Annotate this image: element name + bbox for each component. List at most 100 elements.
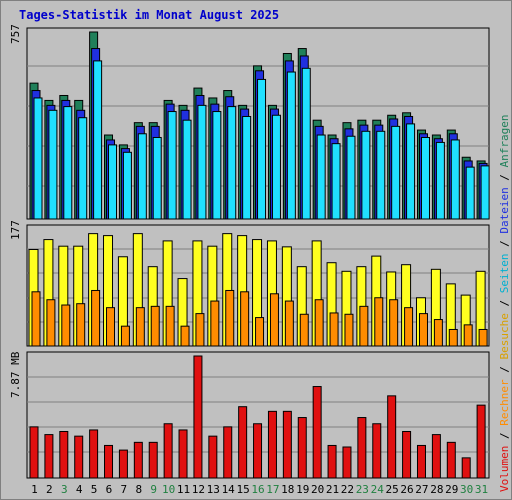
bar-rechner (61, 304, 71, 347)
x-tick-label: 6 (106, 483, 113, 496)
x-tick-label: 29 (445, 483, 458, 496)
bar-rechner (46, 299, 56, 347)
bar-seiten (212, 111, 222, 220)
legend-anfragen: Anfragen (498, 114, 511, 168)
bar-volumen (89, 429, 99, 479)
bar-seiten (122, 151, 132, 220)
bar-seiten (346, 135, 356, 220)
bar-seiten (197, 104, 207, 220)
x-tick-label: 1 (31, 483, 38, 496)
legend-volumen: Volumen (498, 445, 511, 492)
x-tick-label: 4 (76, 483, 83, 496)
legend-besuche: Besuche (498, 313, 511, 360)
x-tick-label: 31 (475, 483, 488, 496)
bar-seiten (33, 97, 43, 220)
x-tick-label: 5 (91, 483, 98, 496)
bar-volumen (59, 430, 69, 479)
bar-volumen (104, 444, 114, 479)
bar-volumen (74, 435, 84, 479)
bar-rechner (210, 300, 220, 347)
bar-rechner (225, 289, 235, 347)
bar-volumen (44, 434, 54, 479)
bar-seiten (480, 165, 490, 220)
bar-volumen (148, 441, 158, 479)
bar-rechner (463, 324, 473, 347)
bar-volumen (133, 441, 143, 479)
x-tick-label: 20 (311, 483, 324, 496)
bar-rechner (180, 325, 190, 347)
bar-volumen (431, 434, 441, 479)
chart-title: Tages-Statistik im Monat August 2025 (19, 8, 280, 22)
legend-sep: / (498, 293, 511, 314)
x-tick-label: 17 (266, 483, 279, 496)
x-tick-label: 12 (192, 483, 205, 496)
bar-rechner (76, 303, 86, 347)
bar-seiten (465, 166, 475, 220)
x-tick-label: 21 (326, 483, 339, 496)
bar-seiten (301, 67, 311, 220)
bar-volumen (476, 404, 486, 479)
bar-rechner (374, 297, 384, 347)
x-tick-label: 7 (121, 483, 128, 496)
x-tick-label: 2 (46, 483, 53, 496)
bar-volumen (416, 444, 426, 479)
bar-rechner (448, 328, 458, 347)
legend-sep: / (498, 425, 511, 446)
bar-volumen (163, 423, 173, 479)
bar-seiten (63, 106, 73, 220)
bar-seiten (137, 133, 147, 220)
x-tick-label: 14 (222, 483, 236, 496)
x-tick-label: 11 (177, 483, 190, 496)
legend-sep: / (498, 359, 511, 380)
x-tick-label: 10 (162, 483, 175, 496)
bar-rechner (299, 313, 309, 347)
bar-rechner (106, 307, 116, 347)
x-tick-label: 23 (356, 483, 369, 496)
legend-sep: / (498, 167, 511, 188)
bar-seiten (406, 123, 416, 220)
bar-volumen (402, 430, 412, 479)
bar-rechner (269, 293, 279, 347)
bar-volumen (193, 355, 203, 479)
legend-seiten: Seiten (498, 253, 511, 294)
x-tick-label: 3 (61, 483, 68, 496)
bar-volumen (118, 449, 128, 479)
bar-seiten (242, 115, 252, 220)
bar-rechner (284, 300, 294, 347)
bar-rechner (120, 325, 130, 347)
bar-seiten (271, 114, 281, 220)
bar-seiten (257, 78, 267, 220)
bar-rechner (165, 305, 175, 347)
bar-seiten (435, 141, 445, 220)
bar-seiten (331, 143, 341, 220)
bar-rechner (31, 291, 41, 347)
bar-rechner (150, 305, 160, 347)
bar-seiten (391, 125, 401, 220)
x-tick-label: 18 (281, 483, 294, 496)
bar-seiten (167, 111, 177, 220)
x-tick-label: 26 (400, 483, 413, 496)
x-tick-label: 9 (150, 483, 157, 496)
bar-volumen (253, 423, 263, 479)
bar-seiten (450, 139, 460, 220)
bar-rechner (255, 317, 265, 347)
bar-rechner (418, 313, 428, 347)
bar-seiten (376, 130, 386, 220)
bar-rechner (404, 307, 414, 347)
bar-rechner (314, 299, 324, 347)
x-tick-label: 16 (251, 483, 264, 496)
bar-rechner (344, 313, 354, 347)
bar-volumen (223, 426, 233, 479)
bar-seiten (227, 106, 237, 220)
bar-rechner (91, 289, 101, 347)
bar-rechner (240, 291, 250, 347)
bar-rechner (135, 307, 145, 347)
bar-volumen (267, 410, 277, 479)
x-tick-label: 28 (430, 483, 443, 496)
bar-volumen (357, 417, 367, 479)
bar-rechner (433, 319, 443, 347)
x-tick-label: 8 (135, 483, 142, 496)
x-tick-label: 24 (371, 483, 385, 496)
bar-seiten (420, 136, 430, 220)
